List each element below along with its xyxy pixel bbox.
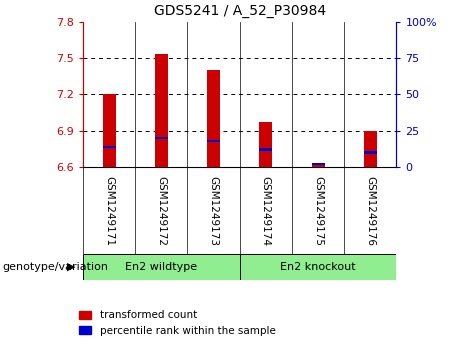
Legend: transformed count, percentile rank within the sample: transformed count, percentile rank withi… [79,310,276,336]
Bar [207,140,220,142]
Text: En2 wildtype: En2 wildtype [125,262,197,272]
Text: GSM1249175: GSM1249175 [313,176,323,245]
Bar [102,94,116,167]
Text: GSM1249173: GSM1249173 [208,176,219,245]
Bar [364,151,377,154]
Bar [155,137,168,139]
Bar [207,70,220,167]
Bar [240,254,396,280]
Text: En2 knockout: En2 knockout [280,262,356,272]
Text: ▶: ▶ [67,262,76,272]
Title: GDS5241 / A_52_P30984: GDS5241 / A_52_P30984 [154,4,326,18]
Text: GSM1249174: GSM1249174 [261,176,271,245]
Text: genotype/variation: genotype/variation [2,262,108,272]
Text: GSM1249172: GSM1249172 [156,176,166,245]
Bar [312,164,325,167]
Bar [259,148,272,151]
Text: GSM1249171: GSM1249171 [104,176,114,245]
Bar [259,122,272,167]
Bar [312,163,325,165]
Bar [83,254,240,280]
Bar [102,146,116,148]
Text: GSM1249176: GSM1249176 [365,176,375,245]
Bar [364,131,377,167]
Bar [155,54,168,167]
